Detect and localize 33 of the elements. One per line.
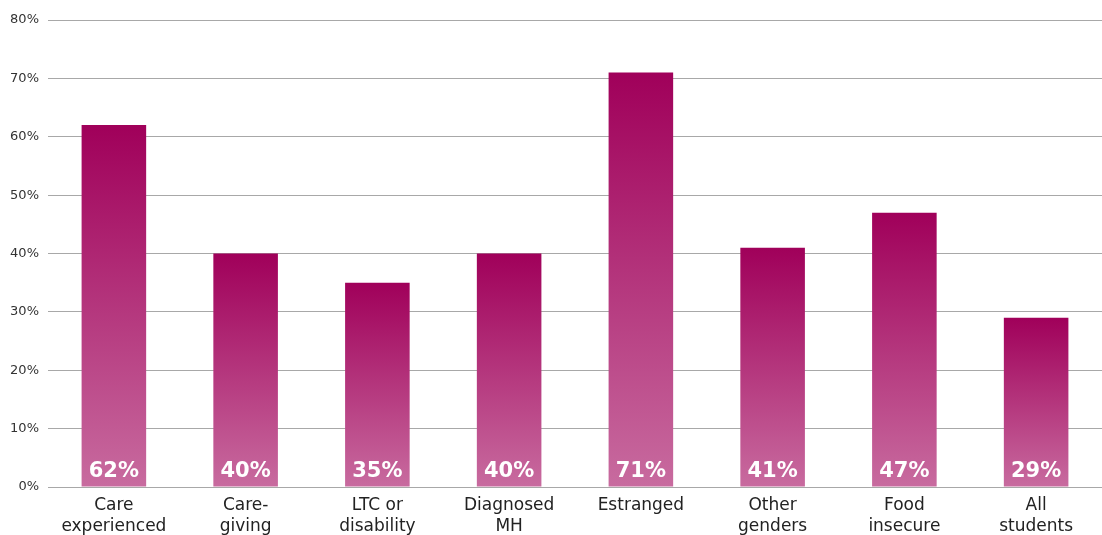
x-tick-label: All students [999, 494, 1074, 535]
bar [1003, 317, 1069, 487]
data-label: 41% [747, 457, 798, 482]
y-tick-label: 30% [10, 303, 39, 319]
bar [740, 247, 805, 487]
x-tick-label: Estranged [597, 494, 685, 515]
bar [81, 125, 147, 487]
y-tick-label: 0% [18, 478, 39, 494]
data-label: 40% [483, 457, 535, 482]
x-tick-label: Food insecure [868, 494, 941, 535]
bar [213, 253, 278, 487]
y-tick-label: 50% [10, 186, 39, 202]
y-tick-label: 10% [10, 420, 39, 435]
bar [608, 72, 674, 487]
y-tick-label: 70% [10, 69, 39, 85]
data-label: 35% [352, 457, 403, 482]
bar [872, 212, 937, 487]
data-label: 47% [879, 457, 930, 482]
x-tick-label: LTC or disability [339, 494, 416, 535]
y-tick-label: 80% [10, 11, 39, 27]
x-tick-label: Diagnosed MH [463, 494, 555, 535]
data-label: 62% [88, 457, 140, 482]
x-tick-label: Other genders [738, 494, 808, 535]
x-tick-label: Care-giving [219, 494, 272, 535]
y-tick-label: 20% [10, 361, 39, 377]
x-tick-label: Care experienced [61, 494, 167, 535]
y-tick-label: 40% [10, 244, 39, 260]
data-label: 29% [1010, 457, 1062, 482]
data-label: 40% [220, 457, 271, 482]
data-label: 71% [615, 457, 667, 482]
y-tick-label: 60% [10, 128, 39, 144]
bar [476, 253, 542, 487]
bar [345, 282, 410, 487]
